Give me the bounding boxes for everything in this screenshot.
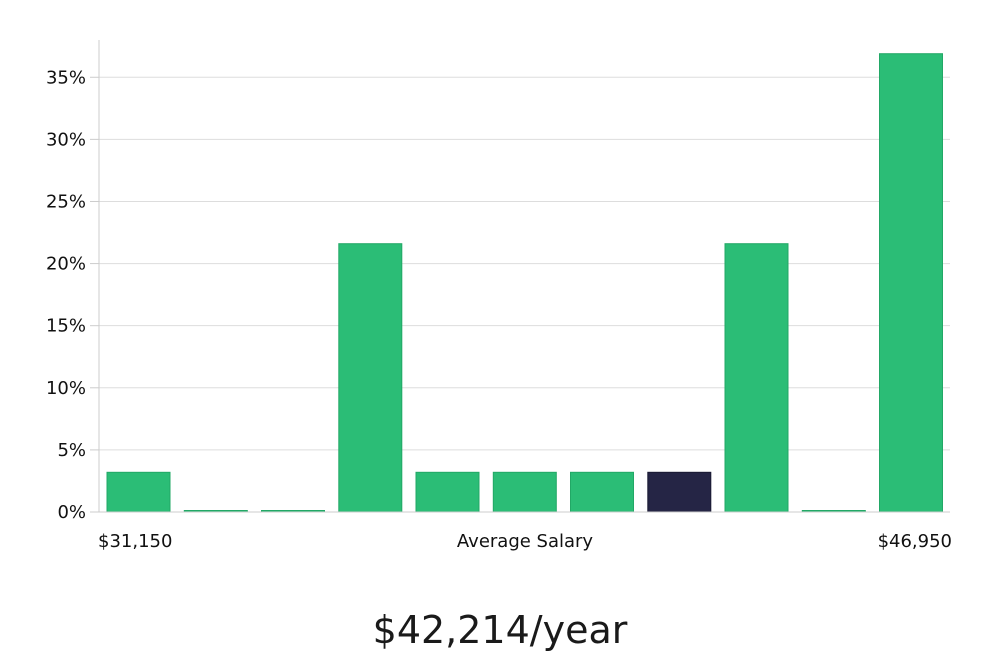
bar [106,471,171,513]
bar [724,243,789,513]
y-tick-label: 20% [46,254,86,275]
y-tick-label: 25% [46,191,86,212]
bar-highlighted [647,471,712,513]
bar [338,243,403,513]
bar [879,53,943,513]
y-axis-ticks: 0% 5% 10% 15% 20% 25% 30% 35% [46,67,99,523]
y-tick-label: 0% [57,502,86,523]
y-tick-label: 30% [46,129,86,150]
bar [570,471,634,513]
y-tick-label: 15% [46,316,86,337]
y-tick-label: 5% [57,440,86,461]
bars [106,53,943,513]
bar [492,471,557,513]
grid-lines [99,76,950,451]
x-axis-title: Average Salary [457,531,594,552]
bar [415,471,480,513]
average-salary-value: $42,214/year [372,608,628,652]
x-min-label: $31,150 [98,531,172,552]
y-tick-label: 35% [46,67,86,88]
x-max-label: $46,950 [878,531,952,552]
salary-histogram: 0% 5% 10% 15% 20% 25% 30% 35% $31,150 Average S… [46,40,952,552]
y-tick-label: 10% [46,378,86,399]
